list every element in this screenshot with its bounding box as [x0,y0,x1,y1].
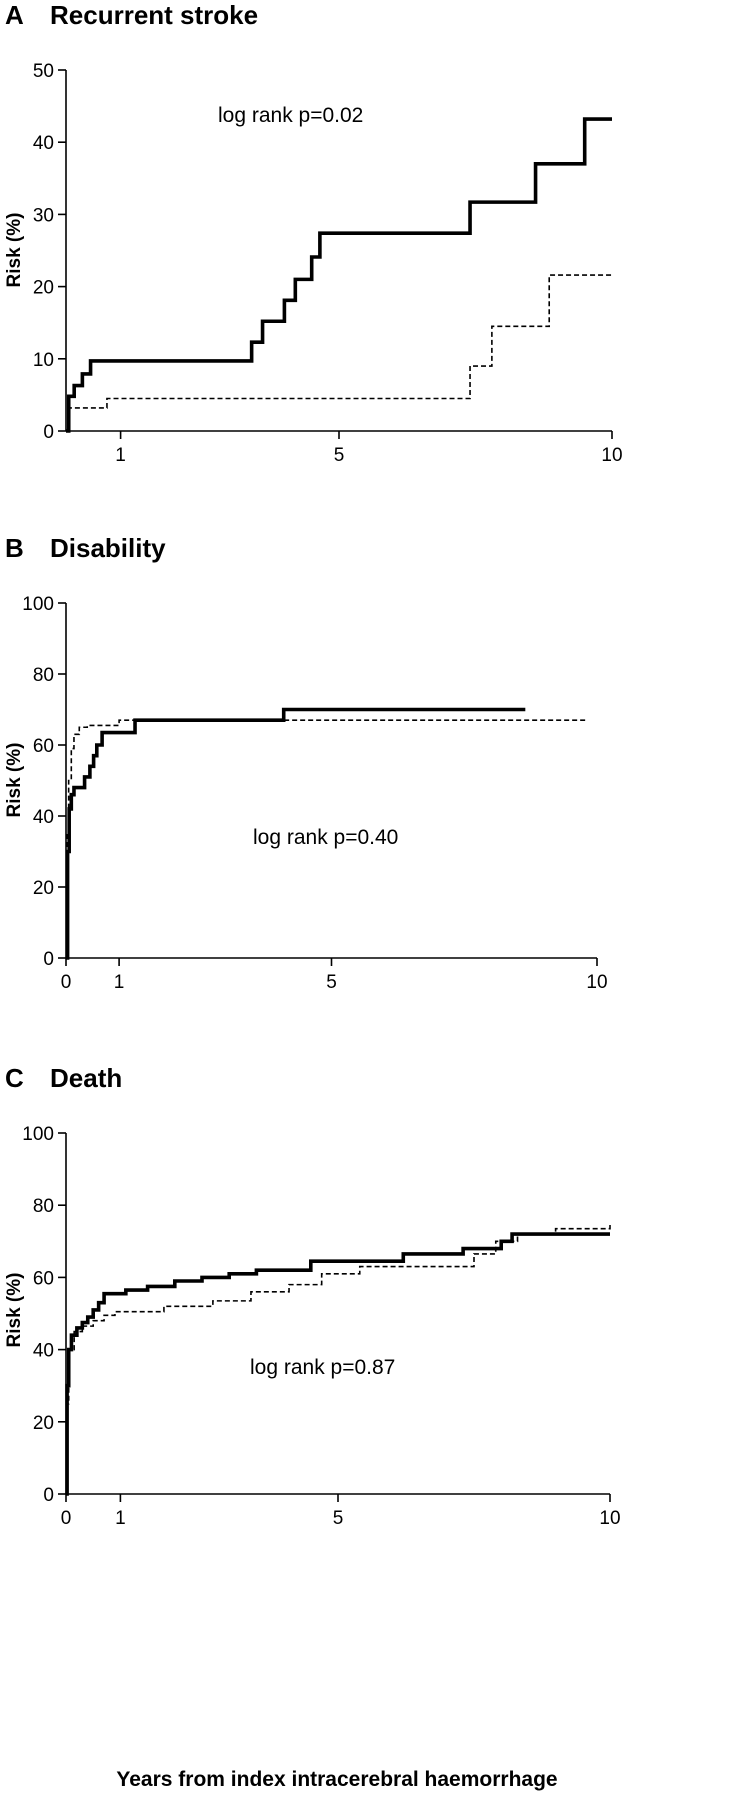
x-tick-label: 0 [61,1508,72,1529]
x-tick-label: 5 [326,972,337,993]
panel-c-solid-series-line [65,1232,610,1496]
x-tick-label: 0 [61,972,72,993]
panel-a-title: Recurrent stroke [50,0,258,30]
y-tick-label: 60 [33,736,54,757]
y-tick-label: 60 [33,1268,54,1289]
x-axis-label: Years from index intracerebral haemorrha… [116,1768,557,1791]
y-tick-label: 0 [43,949,54,970]
panel-c: C Death Risk (%) log rank p=0.87 0 20 40 60… [4,1063,621,1529]
y-tick-label: 20 [33,878,54,899]
panel-a-ylabel: Risk (%) [4,213,25,288]
y-tick-label: 10 [33,350,54,371]
panel-b-title: Disability [50,533,166,563]
x-tick-label: 10 [586,972,607,993]
panel-a: A Recurrent stroke Risk (%) log rank p=0… [4,0,623,466]
y-tick-label: 30 [33,205,54,226]
panel-a-annotation: log rank p=0.02 [218,104,363,127]
y-tick-label: 50 [33,61,54,82]
y-tick-label: 80 [33,665,54,686]
x-tick-label: 5 [334,445,345,466]
panel-c-lines [65,1223,611,1496]
y-tick-label: 40 [33,133,54,154]
x-tick-label: 5 [333,1508,344,1529]
y-tick-label: 20 [33,1413,54,1434]
panel-c-letter: C [5,1063,24,1093]
panel-b-lines [65,707,587,960]
y-tick-label: 0 [43,1485,54,1506]
panel-c-ylabel: Risk (%) [4,1273,25,1348]
y-tick-label: 100 [22,1124,54,1145]
x-tick-label: 1 [114,972,125,993]
y-tick-label: 0 [43,422,54,443]
y-tick-label: 40 [33,1341,54,1362]
panel-a-lines [66,117,612,433]
y-tick-label: 20 [33,278,54,299]
y-tick-label: 40 [33,807,54,828]
panel-a-ticks: 0 10 20 30 40 50 1 5 10 [33,61,623,466]
x-tick-label: 10 [601,445,622,466]
panel-c-ticks: 0 20 40 60 80 100 0 1 5 10 [22,1124,620,1529]
panel-c-annotation: log rank p=0.87 [250,1356,395,1379]
panel-c-title: Death [50,1063,122,1093]
panel-c-dashed-series-line [66,1223,611,1495]
panel-b-annotation: log rank p=0.40 [253,826,398,849]
panel-b-dashed-series-line [66,719,587,959]
x-tick-label: 10 [599,1508,620,1529]
panel-a-solid-series-line [66,117,612,433]
x-tick-label: 1 [115,445,126,466]
panel-b: B Disability Risk (%) log rank p=0.40 0 2… [4,533,608,993]
panel-a-letter: A [5,0,24,30]
panel-a-dashed-series-line [66,274,612,432]
panel-b-letter: B [5,533,24,563]
x-tick-label: 1 [115,1508,126,1529]
y-tick-label: 100 [22,594,54,615]
panel-b-ylabel: Risk (%) [4,743,25,818]
panel-b-ticks: 0 20 40 60 80 100 0 1 5 10 [22,594,607,993]
y-tick-label: 80 [33,1196,54,1217]
